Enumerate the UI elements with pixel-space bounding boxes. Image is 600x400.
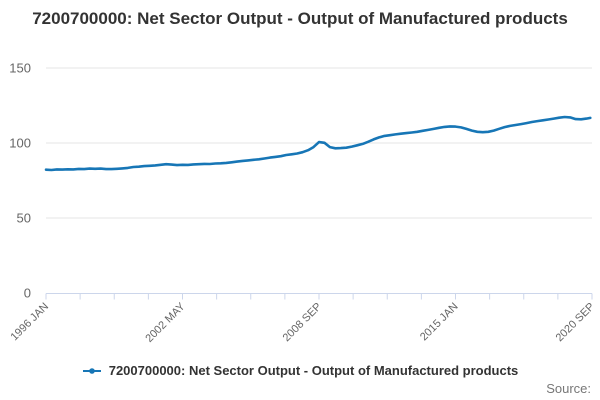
y-tick-label: 150: [9, 61, 31, 76]
series-line[interactable]: [44, 115, 592, 172]
source-label: Source:: [546, 381, 591, 396]
x-tick-label: 1996 JAN: [8, 301, 51, 344]
y-tick-label: 0: [24, 286, 31, 301]
legend-item[interactable]: 7200700000: Net Sector Output - Output o…: [82, 363, 519, 378]
x-tick-label: 2015 JAN: [418, 301, 461, 344]
legend-marker-dot-icon: [88, 367, 95, 374]
legend-marker-icon: [82, 367, 101, 374]
legend: 7200700000: Net Sector Output - Output o…: [0, 363, 600, 378]
x-tick-label: 2020 SEP: [554, 301, 598, 345]
legend-label: 7200700000: Net Sector Output - Output o…: [108, 363, 519, 378]
x-tick-label: 2008 SEP: [281, 301, 325, 345]
x-tick-label: 2002 MAY: [143, 300, 188, 345]
chart-title-text: 7200700000: Net Sector Output - Output o…: [32, 9, 568, 28]
chart-title: 7200700000: Net Sector Output - Output o…: [0, 8, 600, 29]
y-tick-label: 50: [17, 211, 31, 226]
y-tick-label: 100: [9, 136, 31, 151]
